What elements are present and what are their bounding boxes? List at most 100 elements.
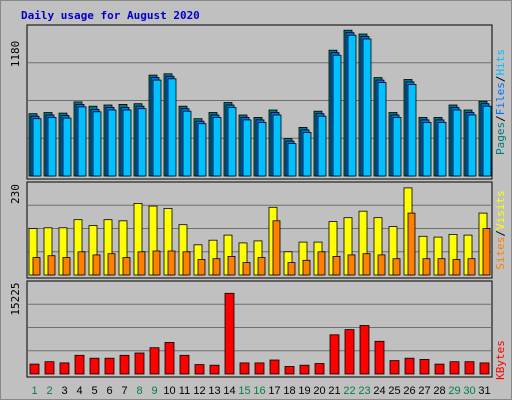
bar-sites	[437, 258, 446, 276]
day-label: 15	[238, 385, 250, 397]
bar-hits	[212, 117, 222, 177]
bar-kbytes	[314, 363, 325, 375]
bar-hits	[107, 109, 117, 177]
legend-slash: /	[494, 230, 507, 237]
bar-hits	[152, 79, 162, 177]
legend-visits: Visits	[494, 190, 507, 230]
day-labels: 1 2 3 4 5 6 7 8 9 10 11 12 13 14 15 16 17 18 19 20 21 22 23 24 2…	[31, 385, 490, 397]
bar-hits	[182, 110, 192, 177]
day-label: 2	[46, 385, 52, 397]
day-label: 24	[373, 385, 385, 397]
bar-sites	[272, 220, 281, 276]
bar-kbytes	[479, 362, 490, 375]
bar-sites	[257, 257, 266, 276]
bar-hits	[257, 122, 267, 177]
day-label: 30	[463, 385, 475, 397]
bar-hits	[392, 117, 402, 177]
bar-kbytes	[29, 363, 40, 375]
bar-sites	[422, 258, 431, 276]
legend-slash: /	[494, 76, 507, 83]
bar-hits	[272, 114, 282, 177]
bars	[28, 29, 492, 375]
bar-sites	[107, 253, 116, 276]
bar-kbytes	[239, 362, 250, 375]
bar-kbytes	[404, 357, 415, 375]
bar-hits	[197, 123, 207, 177]
bar-sites	[302, 259, 311, 276]
bar-kbytes	[224, 292, 235, 375]
bar-hits	[362, 38, 372, 177]
bar-hits	[242, 119, 252, 177]
legend-top: Pages/Files/Hits	[494, 49, 507, 155]
bar-hits	[287, 143, 297, 177]
day-label: 10	[163, 385, 175, 397]
bar-kbytes	[299, 364, 310, 375]
bar-kbytes	[284, 365, 295, 375]
top-max-label: 1180	[9, 41, 22, 68]
bar-hits	[467, 114, 477, 177]
bar-sites	[317, 251, 326, 276]
day-label: 26	[403, 385, 415, 397]
bar-kbytes	[374, 340, 385, 375]
legend-slash: /	[494, 115, 507, 122]
bar-sites	[152, 250, 161, 276]
bar-kbytes	[269, 359, 280, 375]
bar-hits	[482, 105, 492, 177]
bar-sites	[227, 255, 236, 276]
bar-hits	[332, 54, 342, 177]
bar-hits	[167, 78, 177, 177]
bar-kbytes	[89, 357, 100, 375]
legend-hits: Hits	[494, 49, 507, 76]
bar-hits	[32, 118, 42, 177]
bar-hits	[137, 108, 147, 177]
bar-sites	[197, 259, 206, 276]
day-label: 8	[136, 385, 142, 397]
mid-max-label: 230	[9, 184, 22, 204]
bar-sites	[362, 253, 371, 276]
bar-kbytes	[254, 362, 265, 375]
day-label: 6	[106, 385, 112, 397]
bar-kbytes	[209, 364, 220, 375]
bar-kbytes	[134, 352, 145, 375]
bar-sites	[347, 254, 356, 276]
bar-sites	[122, 257, 131, 276]
bar-hits	[452, 109, 462, 177]
bar-sites	[62, 257, 71, 276]
bar-kbytes	[149, 347, 160, 375]
bar-sites	[77, 251, 86, 276]
bar-sites	[392, 258, 401, 276]
bar-sites	[287, 262, 296, 276]
bar-hits	[377, 82, 387, 177]
day-label: 16	[253, 385, 265, 397]
bar-hits	[122, 109, 132, 177]
day-label: 22	[343, 385, 355, 397]
legend-pages: Pages	[494, 122, 507, 155]
bar-kbytes	[359, 325, 370, 375]
bar-sites	[482, 228, 491, 276]
legend-kbytes: KBytes	[494, 340, 507, 380]
chart-title: Daily usage for August 2020	[21, 9, 200, 22]
bar-hits	[302, 131, 312, 177]
bar-kbytes	[329, 334, 340, 375]
bar-kbytes	[164, 341, 175, 375]
day-label: 4	[76, 385, 82, 397]
bar-hits	[62, 117, 72, 177]
day-label: 14	[223, 385, 235, 397]
day-label: 12	[193, 385, 205, 397]
bar-sites	[242, 262, 251, 276]
legend-sites: Sites	[494, 237, 507, 270]
day-label: 20	[313, 385, 325, 397]
bar-kbytes	[59, 362, 70, 375]
day-label: 1	[31, 385, 37, 397]
bar-kbytes	[464, 361, 475, 375]
day-label: 13	[208, 385, 220, 397]
day-label: 18	[283, 385, 295, 397]
day-label: 19	[298, 385, 310, 397]
bar-hits	[47, 117, 57, 177]
bot-max-label: 15225	[9, 282, 22, 315]
day-label: 25	[388, 385, 400, 397]
bar-sites	[32, 257, 41, 276]
day-label: 5	[91, 385, 97, 397]
bar-sites	[137, 251, 146, 276]
